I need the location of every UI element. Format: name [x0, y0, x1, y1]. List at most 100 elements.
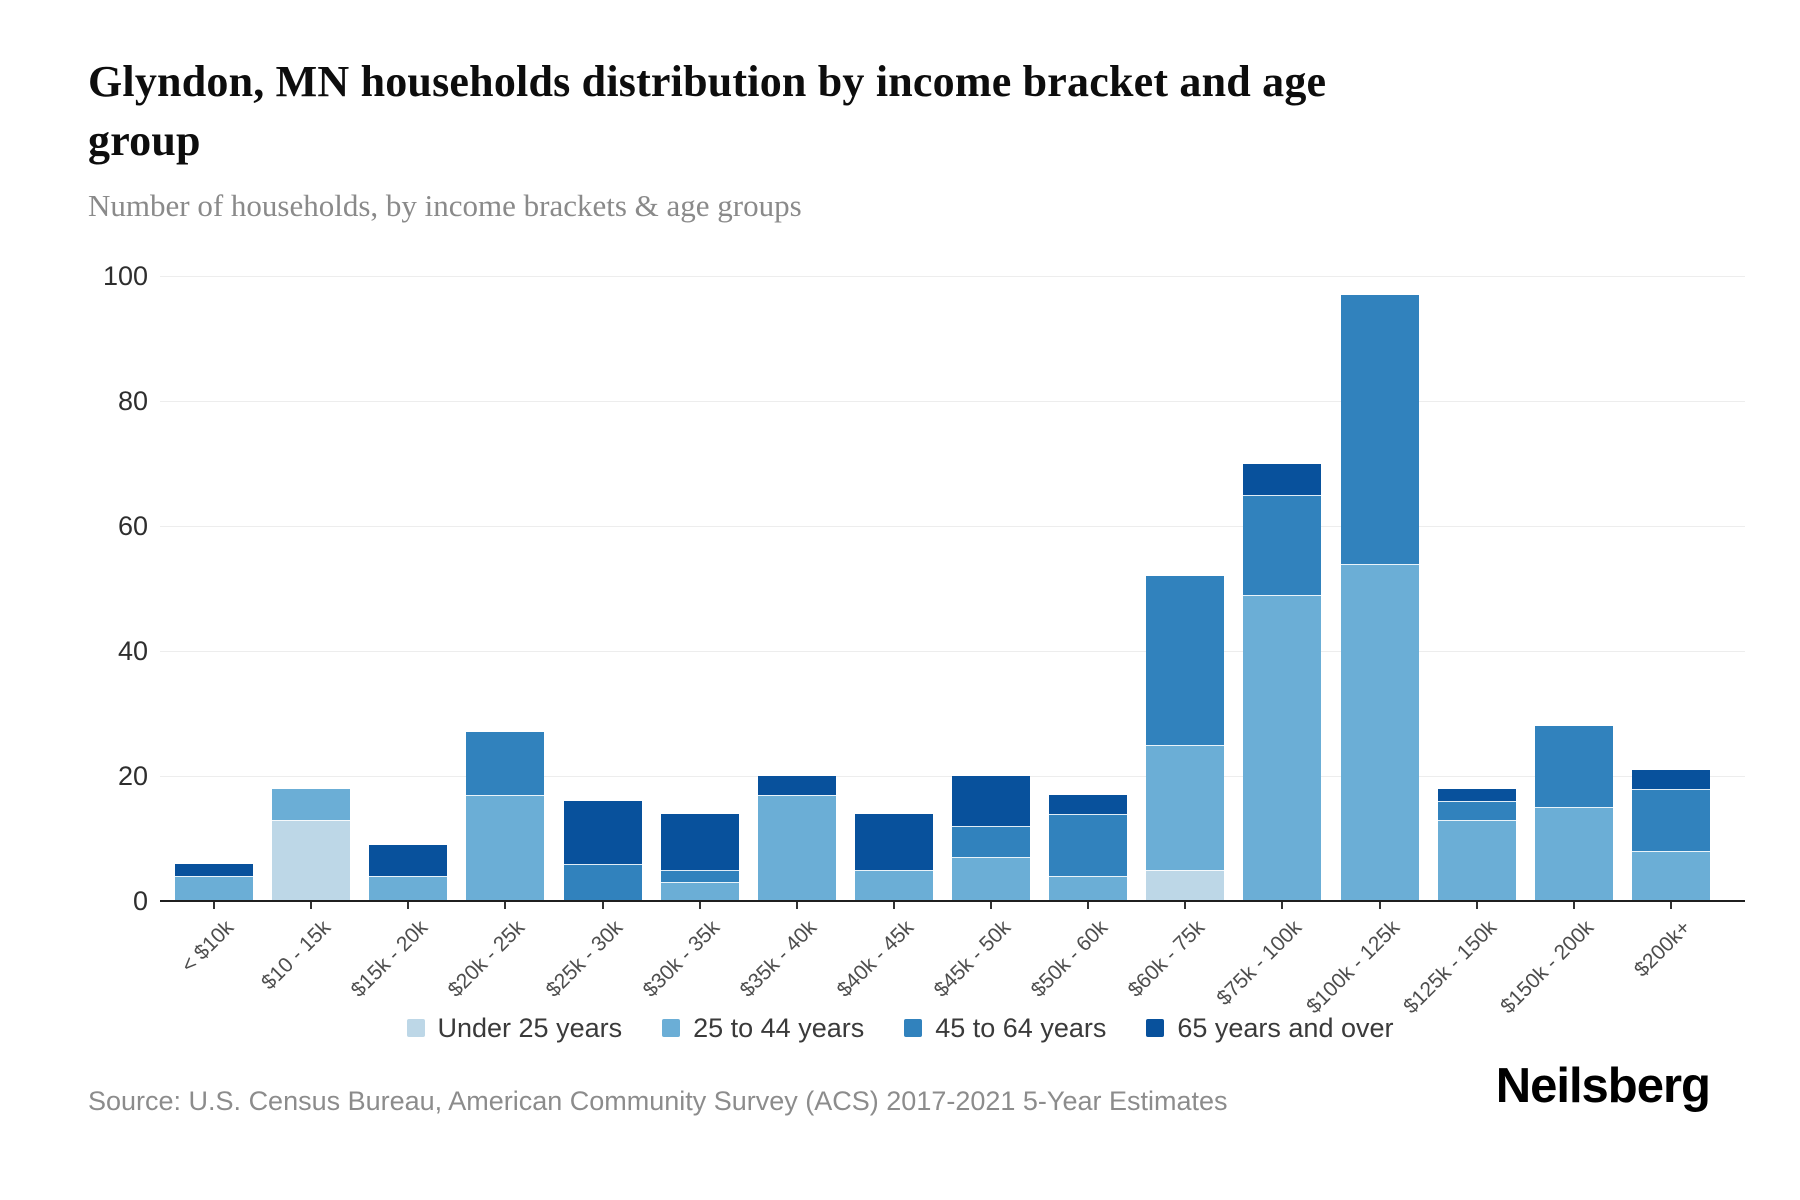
bar-segment[interactable] — [1146, 744, 1225, 870]
bar-segment[interactable] — [660, 813, 739, 870]
x-tick — [1475, 902, 1478, 909]
legend-item-65-and-over[interactable]: 65 years and over — [1146, 1013, 1394, 1044]
x-tick-label: $200k+ — [1629, 916, 1696, 982]
bar-segment[interactable] — [952, 826, 1031, 858]
y-tick-label-80: 80 — [117, 386, 148, 416]
bar-segment[interactable] — [1437, 801, 1516, 820]
bar-10k[interactable] — [175, 0, 253, 901]
bar-15k-20k[interactable] — [369, 0, 448, 901]
bar-125k-150k[interactable] — [1437, 0, 1516, 901]
x-tick-label: $30k - 35k — [638, 916, 724, 1002]
bar-segment[interactable] — [466, 794, 545, 901]
bar-segment[interactable] — [1340, 563, 1419, 901]
legend-label-45-to-64: 45 to 64 years — [935, 1012, 1107, 1043]
bar-segment[interactable] — [272, 788, 351, 820]
bar-segment[interactable] — [466, 732, 545, 795]
x-tick-label: $60k - 75k — [1123, 916, 1210, 1002]
page-title-line1: Glyndon, MN households distribution by i… — [88, 57, 1327, 106]
bar-segment[interactable] — [1631, 788, 1710, 851]
x-tick-label: $15k - 20k — [346, 916, 433, 1002]
bar-segment[interactable] — [1049, 813, 1128, 876]
bar-segment[interactable] — [1631, 769, 1710, 789]
bar-100k-125k[interactable] — [1340, 0, 1419, 901]
bar-200k[interactable] — [1631, 0, 1710, 901]
gridline-100 — [160, 276, 1745, 277]
bar-segment[interactable] — [952, 857, 1031, 901]
bar-segment[interactable] — [952, 776, 1031, 826]
bar-segment[interactable] — [369, 876, 448, 901]
x-tick — [892, 902, 895, 909]
y-tick-label-0: 0 — [132, 886, 148, 916]
bar-segment[interactable] — [854, 869, 933, 901]
bar-40k-45k[interactable] — [854, 0, 933, 901]
bar-30k-35k[interactable] — [660, 0, 739, 901]
x-tick-label: $50k - 60k — [1026, 916, 1113, 1002]
bar-20k-25k[interactable] — [466, 0, 545, 901]
bar-segment[interactable] — [757, 794, 836, 901]
x-tick-label: $125k - 150k — [1398, 916, 1501, 1019]
bar-segment[interactable] — [1534, 807, 1613, 901]
bar-segment[interactable] — [660, 882, 739, 901]
bar-segment[interactable] — [660, 869, 739, 883]
bar-segment[interactable] — [563, 801, 642, 864]
x-tick — [1572, 902, 1575, 909]
bar-50k-60k[interactable] — [1049, 0, 1128, 901]
legend-swatch-under-25-icon — [406, 1019, 425, 1037]
page-title-line2: group — [88, 116, 201, 166]
x-tick — [1378, 902, 1381, 909]
legend-item-25-to-44[interactable]: 25 to 44 years — [662, 1013, 864, 1044]
x-tick-label: $45k - 50k — [929, 916, 1016, 1002]
x-axis-line — [160, 900, 1745, 902]
y-tick-label-60: 60 — [117, 511, 148, 541]
bar-segment[interactable] — [563, 863, 642, 901]
bar-segment[interactable] — [1340, 294, 1419, 564]
bar-60k-75k[interactable] — [1146, 0, 1225, 901]
x-tick — [310, 902, 313, 909]
bar-segment[interactable] — [1243, 463, 1322, 495]
bar-segment[interactable] — [1146, 869, 1225, 901]
bar-75k-100k[interactable] — [1243, 0, 1322, 901]
bar-segment[interactable] — [1437, 819, 1516, 901]
bar-segment[interactable] — [175, 863, 253, 876]
legend-label-25-to-44: 25 to 44 years — [693, 1012, 865, 1043]
bar-segment[interactable] — [272, 819, 351, 901]
x-tick — [990, 902, 993, 909]
legend-swatch-25-to-44-icon — [662, 1019, 681, 1037]
legend-label-under-25: Under 25 years — [437, 1012, 623, 1043]
x-tick — [1669, 902, 1672, 909]
legend-item-under-25[interactable]: Under 25 years — [406, 1012, 623, 1044]
y-tick-label-40: 40 — [117, 636, 148, 666]
legend-swatch-45-to-64-icon — [904, 1019, 923, 1037]
x-tick — [1281, 902, 1284, 909]
bar-segment[interactable] — [1243, 494, 1322, 595]
bar-segment[interactable] — [757, 776, 836, 795]
bar-segment[interactable] — [1534, 726, 1613, 808]
bar-35k-40k[interactable] — [757, 0, 836, 901]
bar-segment[interactable] — [175, 876, 253, 901]
x-tick-label: $25k - 30k — [541, 916, 627, 1002]
bar-10-15k[interactable] — [272, 0, 351, 901]
neilsberg-logo[interactable]: Neilsberg — [1495, 1059, 1711, 1113]
bar-segment[interactable] — [1146, 576, 1225, 745]
bar-segment[interactable] — [369, 844, 448, 876]
bar-150k-200k[interactable] — [1534, 0, 1613, 901]
bar-segment[interactable] — [1049, 876, 1128, 901]
legend-item-45-to-64[interactable]: 45 to 64 years — [904, 1013, 1106, 1044]
source-attribution: Source: U.S. Census Bureau, American Com… — [88, 1086, 1228, 1116]
bar-segment[interactable] — [1631, 851, 1710, 901]
gridline-40 — [160, 651, 1745, 652]
x-tick-label: $75k - 100k — [1212, 916, 1307, 1010]
legend-swatch-65-and-over-icon — [1146, 1019, 1165, 1037]
chart-subtitle: Number of households, by income brackets… — [88, 188, 802, 223]
page-title: Glyndon, MN households distribution by i… — [88, 52, 1588, 171]
bar-segment[interactable] — [1437, 788, 1516, 801]
bar-segment[interactable] — [854, 813, 933, 870]
bar-45k-50k[interactable] — [952, 0, 1031, 901]
x-tick — [698, 902, 701, 909]
bar-segment[interactable] — [1049, 794, 1128, 814]
y-tick-label-100: 100 — [102, 261, 148, 291]
bar-25k-30k[interactable] — [563, 0, 642, 901]
bar-segment[interactable] — [1243, 594, 1322, 901]
y-tick-label-20: 20 — [117, 761, 148, 791]
